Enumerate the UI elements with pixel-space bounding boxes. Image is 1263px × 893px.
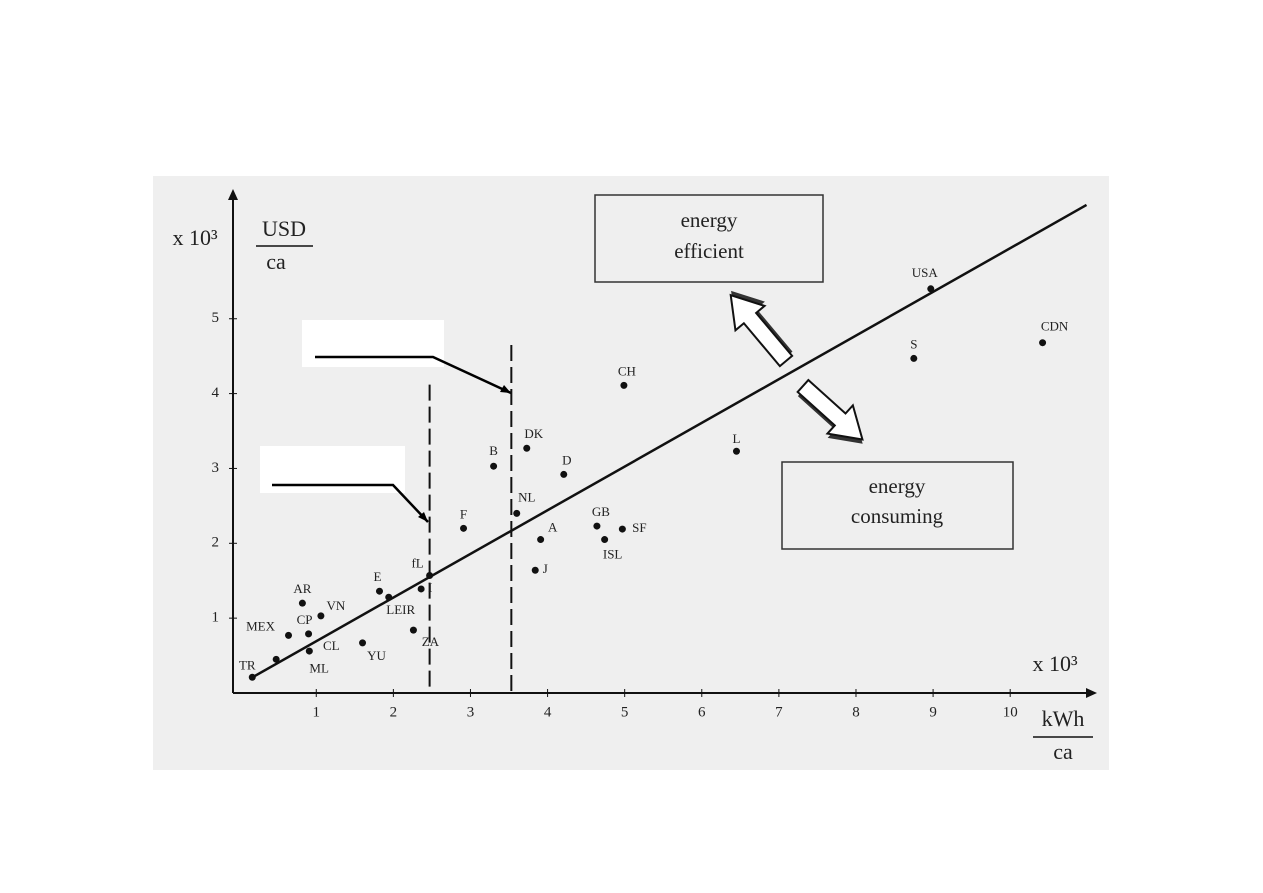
point [409,626,417,634]
y-axis-label: USD [262,216,306,241]
point-label: D [562,452,571,467]
point [513,509,521,517]
x-tick-label: 10 [1003,704,1018,720]
point-label: A [548,520,558,535]
y-tick-label: 2 [212,535,220,551]
point [732,447,740,455]
annotation-text: efficient [674,239,744,263]
point [620,381,628,389]
x-tick-label: 2 [390,704,398,720]
y-tick-label: 4 [212,385,220,401]
point-label: CDN [1041,319,1069,334]
point-label: CL [323,638,340,653]
leader-line [272,483,429,523]
point [460,524,468,532]
y-axis-label-denominator: ca [266,249,286,274]
point-label: I [428,580,432,595]
leader-line [315,355,512,395]
x-tick-label: 7 [775,704,783,720]
point-label: MEX [246,618,276,633]
point-label: AR [293,581,311,596]
point-label: CH [618,363,636,378]
x-unit: x 10³ [1032,651,1078,676]
annotation-box [781,461,1014,550]
x-tick-label: 9 [929,704,937,720]
point-label: CP [297,612,313,627]
point-label: VN [327,598,346,613]
point-label: YU [367,648,386,663]
arrow-efficient [729,290,794,368]
point-label: B [489,443,498,458]
point [531,566,539,574]
point [537,536,545,544]
point [317,612,325,620]
x-tick-label: 4 [544,704,552,720]
point-label: L [732,431,740,446]
point [426,571,434,579]
x-tick-label: 1 [313,704,321,720]
point [1039,339,1047,347]
point [385,593,393,601]
y-tick-label: 3 [212,460,220,476]
point [560,470,568,478]
blank-label [302,320,444,367]
point-label: ISL [603,547,623,562]
x-tick-label: 5 [621,704,629,720]
leader-arrowhead [500,385,511,393]
point-label: LEIR [386,602,415,617]
leader-arrowhead [418,512,428,522]
annotation-text: consuming [851,504,944,528]
point [618,525,626,533]
point [298,599,306,607]
point-label: NL [518,489,535,504]
point-label: S [910,336,917,351]
annotation-text: energy [681,208,738,232]
point-label: ML [309,660,329,675]
x-axis-label-denominator: ca [1053,739,1073,764]
point-label: DK [524,426,543,441]
point-label: TR [239,657,256,672]
point [601,536,609,544]
x-axis-label: kWh [1042,706,1085,731]
y-axis-arrow [228,189,238,200]
point [927,285,935,293]
point-label: F [460,506,467,521]
annotation-text: energy [869,474,926,498]
x-tick-label: 3 [467,704,475,720]
y-tick-label: 1 [212,610,220,626]
point [305,630,313,638]
point-label: SF [632,520,646,535]
point [417,585,425,593]
point-label: E [374,569,382,584]
point-label: J [543,561,548,576]
point [305,647,313,655]
point [593,522,601,530]
point [375,587,383,595]
y-tick-label: 5 [212,310,220,326]
x-tick-label: 8 [852,704,860,720]
point [359,639,367,647]
point-label: ZA [422,634,440,649]
y-unit: x 10³ [172,225,218,250]
point [272,655,280,663]
point [523,444,531,452]
x-axis-arrow [1086,688,1097,698]
point [490,462,498,470]
x-tick-label: 6 [698,704,706,720]
point-label: GB [592,504,610,519]
annotation-box [594,194,824,283]
point-label: fL [411,555,423,570]
point [248,673,256,681]
point-label: USA [912,265,939,280]
point [285,631,293,639]
point [910,354,918,362]
arrow-consuming [796,378,864,444]
